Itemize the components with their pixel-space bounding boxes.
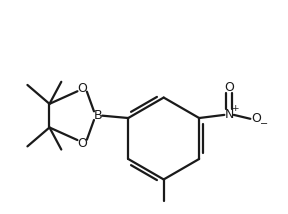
Text: O: O: [77, 137, 88, 150]
Text: O: O: [252, 112, 262, 125]
Text: N: N: [224, 108, 234, 121]
Text: −: −: [260, 119, 268, 129]
Text: O: O: [77, 82, 88, 95]
Text: O: O: [224, 81, 234, 94]
Text: +: +: [231, 104, 239, 113]
Text: B: B: [94, 109, 103, 122]
